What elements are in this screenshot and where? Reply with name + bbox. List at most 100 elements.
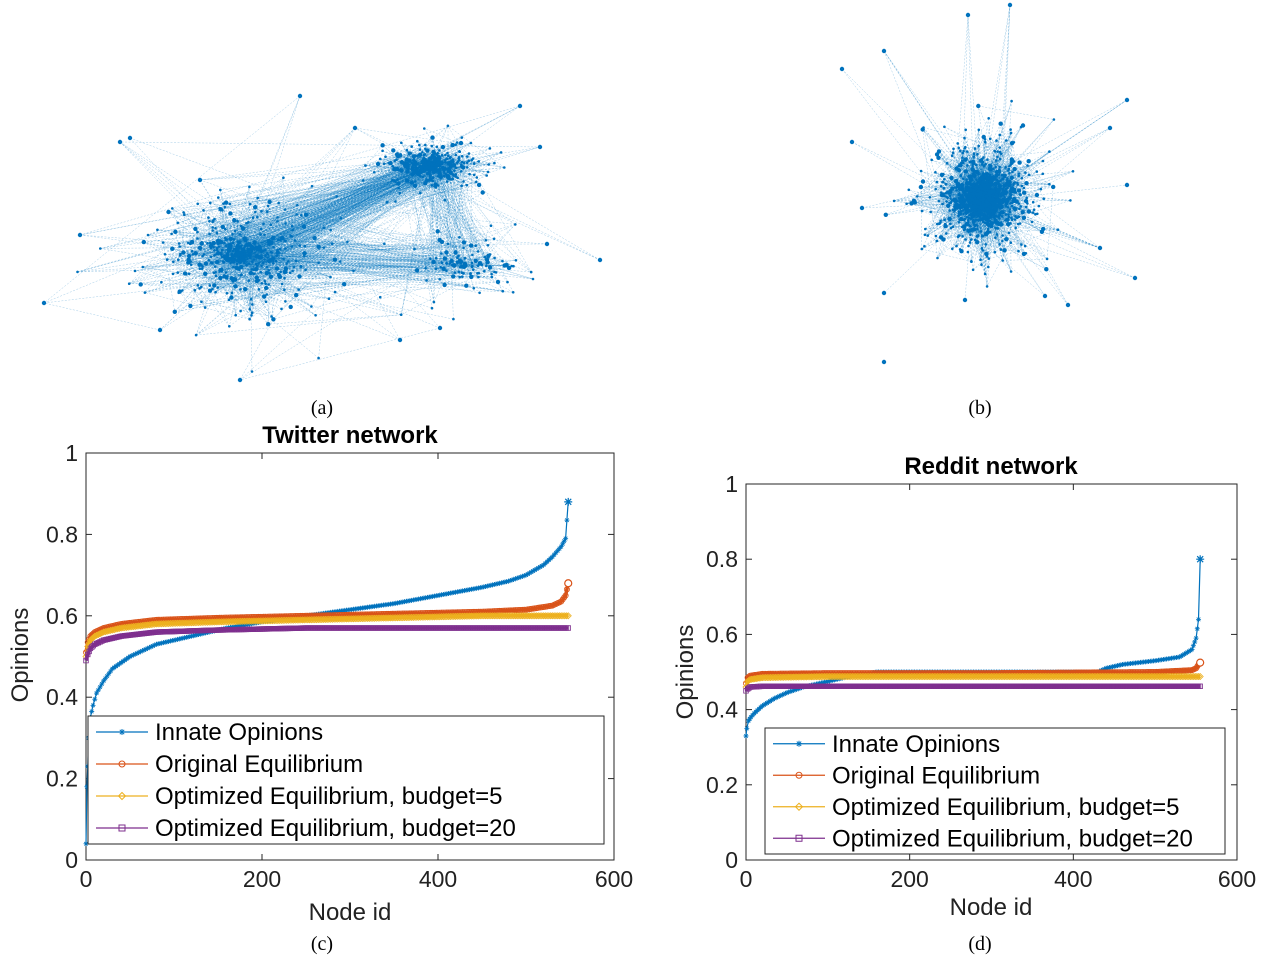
network-node (1001, 259, 1004, 262)
data-point (484, 583, 490, 589)
network-node (409, 180, 415, 185)
network-node (981, 234, 985, 238)
series-3 (742, 672, 1204, 691)
network-node (391, 148, 396, 153)
data-point (812, 673, 820, 681)
network-node (1041, 172, 1045, 176)
network-node (985, 172, 989, 175)
network-node (265, 252, 269, 255)
network-node (77, 232, 83, 238)
data-point (983, 672, 991, 681)
network-node (178, 245, 181, 248)
network-node (995, 208, 998, 212)
data-point (196, 618, 204, 627)
network-node (881, 290, 887, 296)
network-node (198, 287, 201, 290)
data-point (153, 641, 159, 647)
network-node (984, 231, 989, 236)
network-node (1008, 210, 1012, 214)
network-node (440, 261, 444, 265)
data-point (195, 618, 203, 627)
data-point (794, 686, 800, 692)
network-node (127, 282, 131, 286)
data-point (131, 622, 139, 630)
network-node (961, 209, 965, 212)
data-point (773, 673, 781, 681)
data-point (861, 672, 870, 681)
network-node (178, 254, 182, 257)
network-node (452, 263, 457, 268)
data-point (86, 648, 92, 655)
network-node (440, 161, 443, 165)
network-node (957, 214, 960, 218)
network-node (211, 226, 214, 229)
network-node (430, 135, 435, 140)
network-node (978, 176, 982, 179)
network-node (444, 250, 449, 255)
network-node (951, 151, 955, 155)
network-node (189, 263, 193, 267)
network-node (412, 158, 416, 161)
network-node (934, 171, 937, 174)
network-node (466, 166, 469, 169)
network-node (975, 178, 978, 182)
network-node (166, 209, 171, 215)
network-node (141, 239, 146, 245)
network-node (934, 152, 940, 157)
data-point (93, 640, 100, 647)
data-point (1118, 672, 1126, 681)
data-point (162, 639, 168, 645)
network-node (217, 245, 221, 248)
network-node (254, 210, 257, 214)
data-point (1119, 672, 1128, 681)
network-node (228, 211, 233, 216)
network-node (972, 169, 977, 174)
network-node (424, 267, 427, 270)
data-point (840, 672, 848, 681)
network-node (297, 93, 303, 99)
network-node (193, 289, 197, 292)
data-point (1183, 650, 1189, 656)
network-node (472, 173, 476, 177)
network-node (514, 259, 518, 262)
network-node (263, 280, 267, 283)
network-node (1016, 188, 1022, 193)
network-node (951, 208, 955, 212)
network-node (1017, 174, 1021, 178)
network-node (447, 154, 450, 157)
network-node (448, 160, 452, 164)
network-node (1014, 199, 1019, 204)
data-point (187, 634, 193, 640)
network-node (161, 241, 165, 244)
network-node (176, 221, 180, 225)
data-point (766, 673, 775, 682)
data-point (1023, 672, 1031, 681)
network-node (996, 227, 999, 230)
data-point (1155, 672, 1163, 681)
series-3 (82, 612, 572, 661)
network-node (501, 289, 505, 293)
network-node (285, 262, 288, 265)
network-node (266, 204, 270, 208)
network-node (1020, 176, 1024, 180)
network-node (277, 274, 283, 279)
network-node (232, 265, 235, 269)
network-node (980, 160, 983, 163)
network-node (970, 167, 973, 170)
network-node (454, 153, 458, 157)
network-node (490, 275, 494, 279)
data-point (834, 672, 842, 681)
network-node (433, 152, 436, 155)
data-point (937, 672, 945, 681)
network-node (233, 229, 237, 233)
network-node (964, 204, 970, 209)
network-node (918, 184, 924, 190)
data-point (144, 621, 152, 629)
data-point (497, 580, 503, 586)
network-node (997, 195, 1000, 199)
network-node (433, 182, 438, 187)
network-node (434, 267, 438, 271)
network-node (993, 210, 996, 214)
network-node (240, 273, 243, 277)
network-node (220, 267, 223, 270)
